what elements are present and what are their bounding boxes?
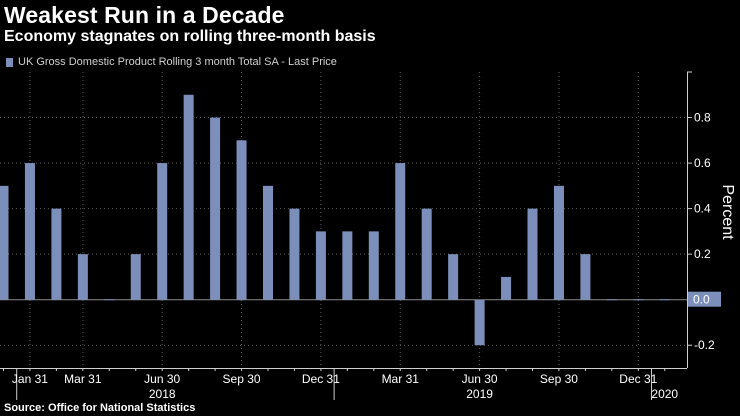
y-tick-label: -0.2 xyxy=(694,338,715,352)
x-tick-label: Jun 30 xyxy=(462,372,498,386)
bar xyxy=(633,299,644,301)
y-tick-label: 0.2 xyxy=(694,247,711,261)
bar xyxy=(183,94,194,300)
last-value-label: 0.0 xyxy=(693,293,710,307)
bar xyxy=(606,299,617,301)
bar xyxy=(448,254,459,300)
bar xyxy=(51,208,62,300)
bar xyxy=(659,299,670,301)
bar xyxy=(210,117,221,300)
bar xyxy=(580,254,591,300)
bar xyxy=(77,254,88,300)
bar xyxy=(130,254,141,300)
legend-swatch xyxy=(6,57,13,67)
y-tick-label: 0.4 xyxy=(694,202,711,216)
bar xyxy=(474,299,485,346)
bar xyxy=(0,185,9,300)
chart-legend: UK Gross Domestic Product Rolling 3 mont… xyxy=(6,56,337,68)
bar xyxy=(157,163,168,300)
bar xyxy=(315,231,326,300)
bar xyxy=(527,208,538,300)
bar xyxy=(395,163,406,300)
bar xyxy=(553,185,564,300)
x-tick-label: Jun 30 xyxy=(144,372,180,386)
bar xyxy=(342,231,353,300)
bar xyxy=(236,140,247,300)
year-label: 2019 xyxy=(466,387,493,400)
bar xyxy=(24,163,35,300)
bar xyxy=(368,231,379,300)
x-tick-label: Mar 31 xyxy=(64,372,102,386)
x-tick-label: Sep 30 xyxy=(540,372,578,386)
last-value-badge xyxy=(688,291,721,307)
x-tick-label: Jan 31 xyxy=(12,372,48,386)
year-label: 2020 xyxy=(651,387,678,400)
chart-subtitle: Economy stagnates on rolling three-month… xyxy=(4,28,376,45)
bar xyxy=(501,276,512,300)
bar xyxy=(263,185,273,300)
chart-title: Weakest Run in a Decade xyxy=(4,2,285,28)
x-tick-label: Dec 31 xyxy=(619,372,657,386)
bar-chart: -0.2 0.2 0.4 0.6 0.8 Percent 0.0 Jan 31 Mar 31 Ju… xyxy=(0,71,736,400)
bar xyxy=(104,299,115,301)
x-tick-label: Mar 31 xyxy=(382,372,420,386)
bar xyxy=(289,208,300,300)
legend-label: UK Gross Domestic Product Rolling 3 mont… xyxy=(18,56,337,68)
bar xyxy=(421,208,432,300)
x-tick-label: Dec 31 xyxy=(302,372,340,386)
x-tick-label: Sep 30 xyxy=(223,372,261,386)
y-tick-label: 0.8 xyxy=(694,111,711,125)
y-axis-title: Percent xyxy=(719,184,736,240)
y-tick-label: 0.6 xyxy=(694,156,711,170)
year-label: 2018 xyxy=(149,387,176,400)
source-note: Source: Office for National Statistics xyxy=(4,402,196,414)
